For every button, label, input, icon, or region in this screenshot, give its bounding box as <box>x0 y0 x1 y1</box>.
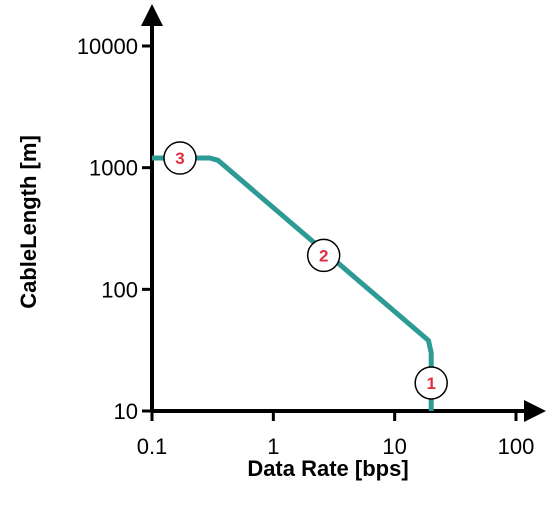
marker-label: 1 <box>426 374 435 393</box>
x-tick-label: 10 <box>382 434 406 459</box>
y-tick-label: 100 <box>101 277 138 302</box>
y-tick-label: 1000 <box>89 156 138 181</box>
y-tick-label: 10 <box>114 399 138 424</box>
x-axis-title: Data Rate [bps] <box>247 456 408 481</box>
ticks: 10 100 1000 10000 0.1 1 10 100 <box>77 34 535 459</box>
axes <box>141 4 546 422</box>
y-tick-label: 10000 <box>77 34 138 59</box>
x-tick-label: 1 <box>267 434 279 459</box>
marker-label: 3 <box>175 149 184 168</box>
marker-circle <box>306 238 341 273</box>
marker-circle <box>414 366 448 400</box>
series-line <box>152 155 434 411</box>
x-axis-arrow <box>524 400 546 422</box>
x-tick-label: 0.1 <box>137 434 168 459</box>
markers-layer: 3 2 1 <box>163 141 448 400</box>
y-axis-arrow <box>141 4 163 26</box>
y-axis-title: CableLength [m] <box>16 135 41 309</box>
series-layer <box>152 155 434 411</box>
x-tick-label: 100 <box>498 434 535 459</box>
marker-circle <box>163 141 197 175</box>
marker-label: 2 <box>319 246 328 265</box>
